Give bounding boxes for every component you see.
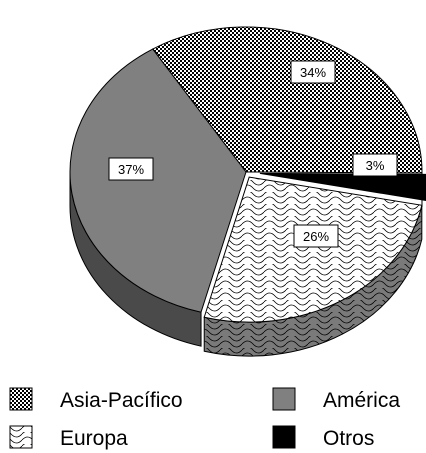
legend-swatch <box>272 387 296 411</box>
data-label-asia-pacifico: 34% <box>290 60 336 84</box>
legend-swatch <box>9 387 33 411</box>
pie-slice-america <box>69 48 247 313</box>
legend-item-europa: Europa <box>9 425 128 450</box>
data-label-europa: 26% <box>293 224 339 248</box>
legend-swatch <box>9 425 33 449</box>
pie-slice-asia-pacifico <box>151 26 423 174</box>
svg-text:37%: 37% <box>118 162 144 177</box>
legend-label: Asia-Pacífico <box>60 389 183 412</box>
legend-item-asia-pacifico: Asia-Pacífico <box>9 387 183 412</box>
svg-text:3%: 3% <box>366 158 385 173</box>
legend-label: Otros <box>323 427 374 450</box>
data-labels: 34% 3% 26% 37% <box>108 60 398 248</box>
pie-slices <box>69 26 426 357</box>
legend-label: América <box>323 389 400 412</box>
data-label-otros: 3% <box>352 153 398 177</box>
data-label-america: 37% <box>108 157 154 181</box>
legend-label: Europa <box>60 427 128 450</box>
svg-text:26%: 26% <box>303 229 329 244</box>
legend-item-america: América <box>272 387 400 412</box>
pie-slice-otros <box>259 172 426 202</box>
legend-swatch <box>272 425 296 449</box>
legend-item-otros: Otros <box>272 425 374 450</box>
pie-slice-europa <box>203 176 423 323</box>
legend: Asia-Pacífico América Europa Otros <box>9 387 400 450</box>
svg-text:34%: 34% <box>300 65 326 80</box>
